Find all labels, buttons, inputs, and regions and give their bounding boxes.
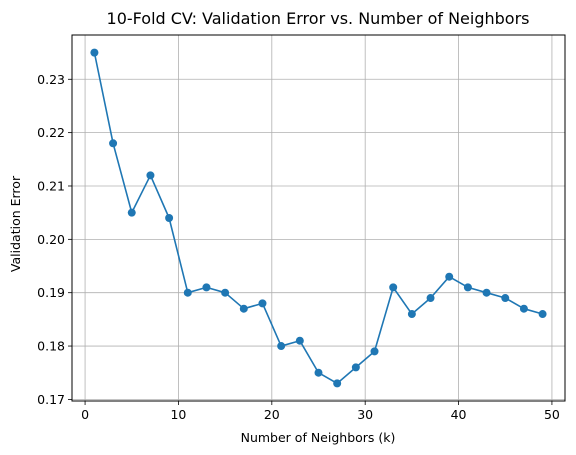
data-point (501, 294, 509, 302)
data-point (539, 310, 547, 318)
data-point (258, 299, 266, 307)
data-point (146, 171, 154, 179)
y-tick-label: 0.19 (37, 285, 65, 300)
y-tick-label: 0.17 (37, 392, 65, 407)
x-tick-label: 20 (264, 407, 280, 422)
x-tick-label: 30 (357, 407, 373, 422)
data-point (296, 337, 304, 345)
data-point (333, 379, 341, 387)
data-point (389, 283, 397, 291)
data-point (90, 49, 98, 57)
data-point (464, 283, 472, 291)
data-point (427, 294, 435, 302)
data-point (315, 369, 323, 377)
data-point (520, 305, 528, 313)
data-point (221, 289, 229, 297)
y-tick-label: 0.18 (37, 339, 65, 354)
data-point (184, 289, 192, 297)
data-point (483, 289, 491, 297)
x-tick-label: 40 (451, 407, 467, 422)
x-tick-label: 50 (544, 407, 560, 422)
chart-title: 10-Fold CV: Validation Error vs. Number … (107, 9, 530, 28)
y-tick-label: 0.23 (37, 72, 65, 87)
data-point (277, 342, 285, 350)
data-point (202, 283, 210, 291)
data-point (128, 209, 136, 217)
y-tick-label: 0.22 (37, 125, 65, 140)
data-point (109, 139, 117, 147)
data-point (408, 310, 416, 318)
y-axis-label: Validation Error (8, 175, 23, 272)
x-axis-label: Number of Neighbors (k) (241, 430, 396, 445)
y-tick-label: 0.20 (37, 232, 65, 247)
data-point (445, 273, 453, 281)
data-point (352, 363, 360, 371)
data-point (165, 214, 173, 222)
data-point (240, 305, 248, 313)
x-tick-label: 0 (81, 407, 89, 422)
data-point (371, 347, 379, 355)
x-tick-label: 10 (170, 407, 186, 422)
y-tick-label: 0.21 (37, 178, 65, 193)
